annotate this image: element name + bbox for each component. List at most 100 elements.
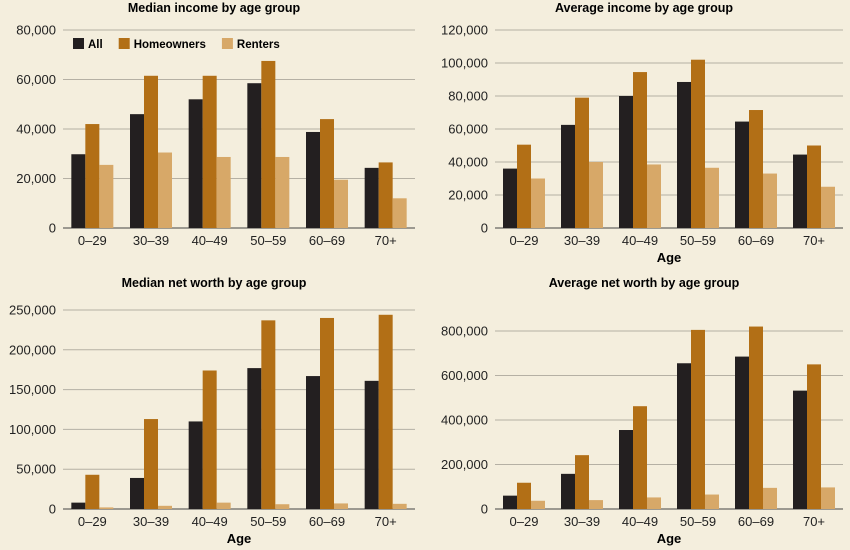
y-tick-label: 150,000 (9, 382, 56, 397)
bar-all-30-39 (130, 477, 144, 509)
x-tick-label: 70+ (375, 233, 397, 248)
bar-homeowners-60-69 (320, 317, 334, 509)
y-tick-label: 40,000 (16, 122, 56, 137)
x-tick-label: 70+ (803, 233, 825, 248)
bar-homeowners-70 (807, 145, 821, 228)
chart-panel-average-income: Average income by age group 0 20,000 40,000… (425, 0, 850, 275)
bar-all-30-39 (130, 114, 144, 228)
bar-all-40-49 (619, 430, 633, 509)
y-tick-label: 60,000 (448, 122, 488, 137)
bar-all-50-59 (247, 83, 262, 229)
bar-renters-40-49 (647, 164, 661, 228)
x-tick-label: 0–29 (510, 233, 539, 248)
bar-renters-70 (392, 503, 407, 509)
legend-swatch-homeowners (118, 38, 130, 49)
x-axis-label: Age (657, 250, 682, 265)
bar-renters-30-39 (589, 500, 603, 509)
chart-panel-average-net-worth: Average net worth by age group 0 200,000 40… (425, 275, 850, 550)
bar-all-30-39 (561, 473, 575, 509)
bar-homeowners-40-49 (202, 370, 217, 509)
bar-renters-70 (821, 487, 835, 509)
chart-title: Average income by age group (555, 1, 733, 15)
y-tick-label: 100,000 (441, 56, 488, 71)
y-tick-label: 80,000 (448, 89, 488, 104)
bar-homeowners-70 (378, 314, 393, 509)
x-tick-label: 60–69 (738, 514, 774, 529)
bar-renters-40-49 (647, 497, 661, 509)
bar-all-60-69 (735, 356, 749, 509)
bar-all-0-29 (71, 502, 86, 509)
y-tick-label: 20,000 (448, 188, 488, 203)
bar-all-30-39 (561, 124, 575, 228)
chart-title: Median income by age group (128, 1, 301, 15)
bar-all-50-59 (677, 363, 691, 509)
x-tick-label: 70+ (375, 514, 397, 529)
legend: All Homeowners Renters (73, 38, 280, 51)
chart-panel-median-income: Median income by age group 0 20,000 40,000 6… (0, 0, 425, 275)
chart-svg: Median income by age group 0 20,000 40,000 6… (16, 1, 415, 248)
bar-homeowners-40-49 (633, 406, 647, 509)
y-tick-label: 50,000 (16, 462, 56, 477)
bar-homeowners-60-69 (749, 110, 763, 228)
bar-renters-60-69 (763, 173, 777, 228)
x-tick-label: 50–59 (680, 514, 716, 529)
bar-all-60-69 (735, 121, 749, 228)
bar-all-0-29 (503, 495, 517, 509)
bar-renters-40-49 (216, 502, 231, 509)
y-tick-label: 250,000 (9, 303, 56, 318)
bar-homeowners-60-69 (320, 119, 334, 228)
x-tick-label: 30–39 (133, 233, 169, 248)
y-tick-label: 0 (49, 502, 56, 517)
x-tick-label: 0–29 (510, 514, 539, 529)
chart-panel-median-net-worth: Median net worth by age group 0 50,000 100,… (0, 275, 425, 550)
x-tick-label: 60–69 (309, 514, 345, 529)
bar-homeowners-40-49 (633, 72, 647, 228)
chart-svg: Average income by age group 0 20,000 40,000… (441, 1, 843, 265)
bar-all-0-29 (503, 168, 517, 228)
bar-renters-40-49 (216, 156, 231, 228)
bar-homeowners-50-59 (691, 329, 705, 509)
bar-all-60-69 (306, 131, 320, 228)
bar-homeowners-70 (378, 162, 393, 228)
bar-renters-50-59 (275, 156, 290, 228)
bar-renters-70 (821, 186, 835, 228)
bar-renters-60-69 (334, 503, 348, 509)
y-tick-label: 200,000 (9, 342, 56, 357)
y-tick-label: 0 (49, 221, 56, 236)
bar-all-70 (364, 380, 379, 509)
bar-renters-60-69 (763, 487, 777, 509)
x-tick-label: 50–59 (250, 233, 286, 248)
bar-homeowners-70 (807, 364, 821, 509)
x-tick-label: 30–39 (133, 514, 169, 529)
bar-all-70 (793, 154, 807, 228)
x-tick-label: 40–49 (622, 233, 658, 248)
bar-all-70 (793, 390, 807, 509)
bar-renters-0-29 (531, 500, 545, 509)
bar-renters-60-69 (334, 179, 348, 228)
bar-renters-50-59 (705, 167, 719, 228)
y-tick-label: 400,000 (441, 413, 488, 428)
bar-homeowners-30-39 (575, 97, 589, 229)
y-tick-label: 60,000 (16, 72, 56, 87)
bar-all-50-59 (247, 368, 262, 509)
legend-swatch-renters (221, 38, 233, 49)
bar-renters-0-29 (99, 507, 114, 509)
y-tick-label: 80,000 (16, 23, 56, 38)
bar-homeowners-30-39 (144, 419, 158, 509)
bar-homeowners-0-29 (517, 144, 531, 228)
bar-all-50-59 (677, 81, 691, 228)
x-tick-label: 40–49 (192, 514, 228, 529)
bar-homeowners-0-29 (85, 124, 100, 228)
x-tick-label: 40–49 (622, 514, 658, 529)
x-tick-label: 50–59 (680, 233, 716, 248)
y-tick-label: 200,000 (441, 457, 488, 472)
x-tick-label: 70+ (803, 514, 825, 529)
bar-renters-50-59 (705, 494, 719, 509)
bar-homeowners-50-59 (261, 60, 276, 228)
y-tick-label: 0 (481, 221, 488, 236)
bar-all-60-69 (306, 376, 320, 509)
x-tick-label: 60–69 (309, 233, 345, 248)
legend-label-all: All (88, 39, 103, 51)
y-tick-label: 40,000 (448, 155, 488, 170)
